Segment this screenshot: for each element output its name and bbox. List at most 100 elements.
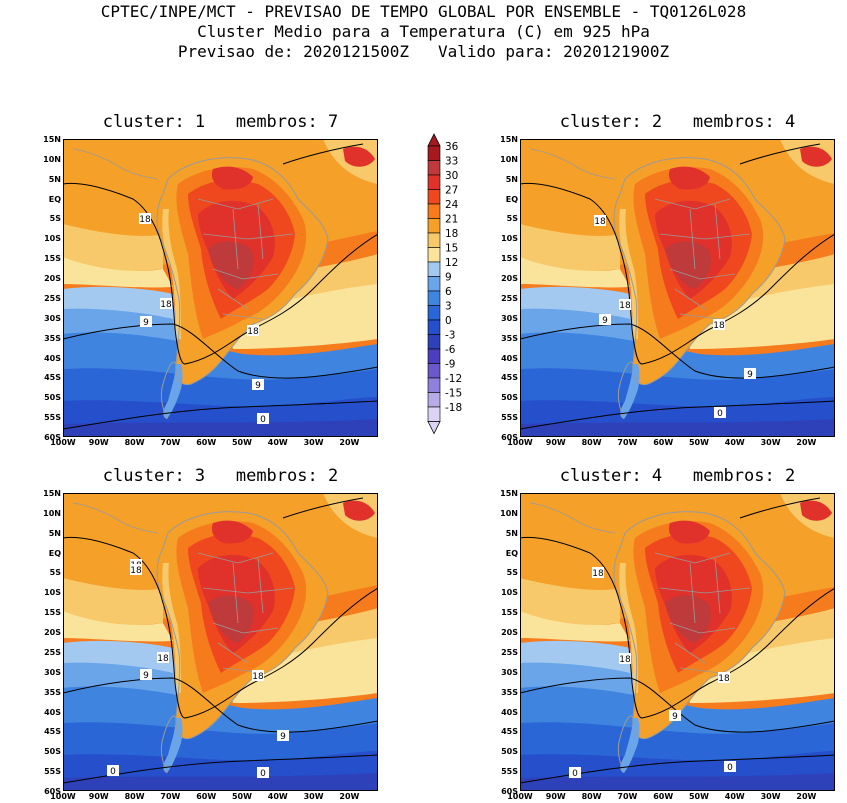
contour-label: 18 xyxy=(718,672,730,684)
lat-tick-label: 10S xyxy=(501,234,518,244)
colorbar-swatch xyxy=(427,319,441,335)
svg-text:18: 18 xyxy=(247,327,259,337)
colorbar-swatch xyxy=(427,348,441,364)
lon-tick-label: 100W xyxy=(507,438,533,447)
colorbar-label: -3 xyxy=(445,330,455,342)
lat-tick-label: 35S xyxy=(44,687,61,697)
lon-tick-label: 60W xyxy=(196,792,217,801)
lat-tick-label: 20S xyxy=(44,628,61,638)
contour-label: 9 xyxy=(140,316,152,328)
contour-label: 18 xyxy=(619,299,631,311)
lon-tick-label: 30W xyxy=(760,438,781,447)
lat-tick-label: 50S xyxy=(44,393,61,403)
lat-tick-label: 5N xyxy=(48,528,61,538)
colorbar-label: 6 xyxy=(445,286,452,298)
lat-tick-label: 15N xyxy=(43,135,61,144)
colorbar-swatch xyxy=(427,363,441,379)
lon-tick-label: 90W xyxy=(88,792,109,801)
svg-text:9: 9 xyxy=(280,732,286,742)
map-panel: 18 18 18 9 9 0 xyxy=(63,139,378,437)
lat-tick-label: 50S xyxy=(501,393,518,403)
contour-label: 18 xyxy=(592,567,604,579)
contour-label: 9 xyxy=(744,368,756,380)
lat-tick-label: 40S xyxy=(44,353,61,363)
contour-label: 9 xyxy=(140,669,152,681)
lat-tick-label: 35S xyxy=(501,687,518,697)
contour-label: 0 xyxy=(107,765,119,777)
colorbar-label: 0 xyxy=(445,315,452,327)
contour-label: 9 xyxy=(252,379,264,391)
lat-tick-label: 5S xyxy=(506,568,518,578)
lat-tick-label: 10S xyxy=(44,588,61,598)
lat-tick-label: 55S xyxy=(44,413,61,423)
lat-tick-label: 25S xyxy=(501,647,518,657)
lon-tick-label: 20W xyxy=(339,792,360,801)
lat-tick-label: 25S xyxy=(44,647,61,657)
lat-tick-label: 10N xyxy=(500,154,518,164)
colorbar-swatch xyxy=(427,305,441,321)
contour-label: 0 xyxy=(569,767,581,779)
lat-tick-label: 30S xyxy=(501,313,518,323)
lon-tick-label: 90W xyxy=(88,438,109,447)
colorbar-swatch xyxy=(427,377,441,393)
lat-tick-label: 15S xyxy=(44,608,61,618)
svg-text:0: 0 xyxy=(260,415,266,425)
panel-title: cluster: 3 membros: 2 xyxy=(102,466,339,486)
contour-label: 18 xyxy=(130,564,142,576)
svg-text:0: 0 xyxy=(260,769,266,779)
lon-tick-label: 50W xyxy=(231,438,252,447)
lat-tick-label: 15S xyxy=(44,254,61,264)
svg-text:9: 9 xyxy=(672,712,678,722)
svg-text:0: 0 xyxy=(727,763,733,773)
lon-tick-label: 40W xyxy=(724,438,745,447)
map-panel: 18 18 18 9 9 0 xyxy=(520,139,835,437)
colorbar-label: 27 xyxy=(445,185,458,197)
lon-tick-label: 60W xyxy=(196,438,217,447)
lat-tick-label: 40S xyxy=(501,707,518,717)
svg-text:18: 18 xyxy=(139,215,151,225)
svg-text:0: 0 xyxy=(717,409,723,419)
colorbar-swatch xyxy=(427,290,441,306)
contour-label: 18 xyxy=(594,215,606,227)
lat-tick-label: 10S xyxy=(501,588,518,598)
svg-text:18: 18 xyxy=(594,217,606,227)
lat-tick-label: 25S xyxy=(44,293,61,303)
contour-label: 9 xyxy=(599,314,611,326)
lat-tick-label: 45S xyxy=(501,373,518,383)
svg-text:18: 18 xyxy=(130,566,142,576)
colorbar-swatch xyxy=(427,406,441,422)
lon-tick-label: 60W xyxy=(653,438,674,447)
map-panel: 181818189900 xyxy=(63,493,378,791)
lat-tick-label: 35S xyxy=(44,333,61,343)
svg-text:9: 9 xyxy=(143,318,149,328)
lat-tick-label: EQ xyxy=(505,194,518,204)
lat-tick-label: 60S xyxy=(44,433,61,442)
svg-text:18: 18 xyxy=(157,654,169,664)
lon-tick-label: 20W xyxy=(796,438,817,447)
colorbar-swatch xyxy=(427,189,441,205)
lon-tick-label: 70W xyxy=(617,438,638,447)
map-panel: 18 18 18 9 0 0 xyxy=(520,493,835,791)
lat-tick-label: 15N xyxy=(43,489,61,498)
contour-label: 0 xyxy=(724,761,736,773)
lon-tick-label: 60W xyxy=(653,792,674,801)
colorbar-label: -12 xyxy=(445,373,462,385)
colorbar-swatch xyxy=(427,174,441,190)
contour-label: 18 xyxy=(160,298,172,310)
header-line-3: Previsao de: 2020121500Z Valido para: 20… xyxy=(177,42,670,61)
lon-tick-label: 40W xyxy=(267,438,288,447)
svg-text:18: 18 xyxy=(252,672,264,682)
colorbar-label: 15 xyxy=(445,243,458,255)
lon-tick-label: 100W xyxy=(507,792,533,801)
contour-label: 18 xyxy=(247,325,259,337)
svg-text:18: 18 xyxy=(619,301,631,311)
lat-tick-label: 30S xyxy=(44,313,61,323)
lat-tick-label: 40S xyxy=(501,353,518,363)
lat-tick-label: 50S xyxy=(501,747,518,757)
contour-label: 0 xyxy=(257,413,269,425)
colorbar-swatch xyxy=(427,203,441,219)
svg-text:18: 18 xyxy=(160,300,172,310)
lat-tick-label: 30S xyxy=(501,667,518,677)
lon-tick-label: 100W xyxy=(50,792,76,801)
